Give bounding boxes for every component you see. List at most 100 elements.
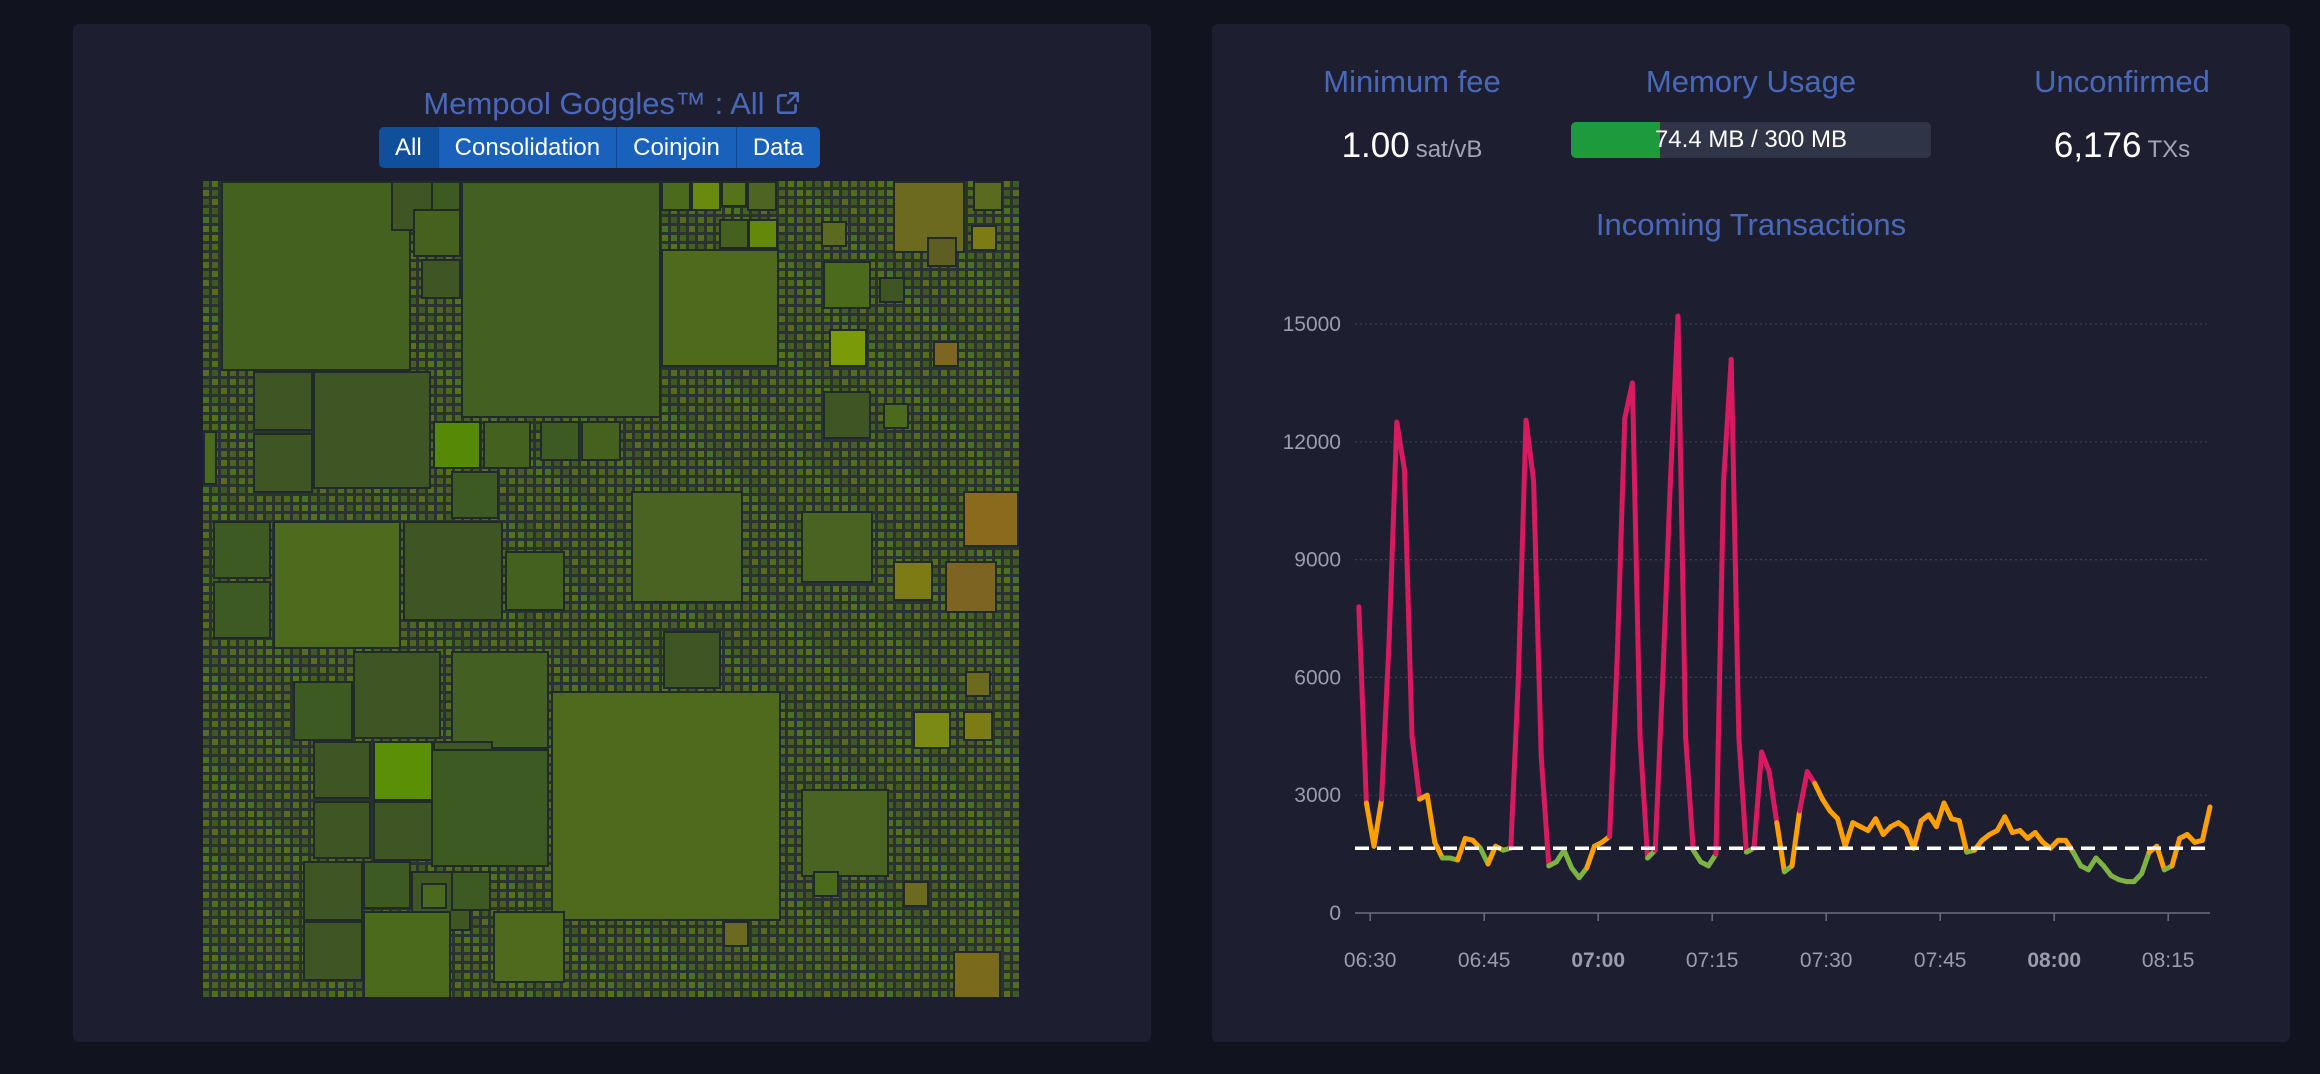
- tx-tile-small: [734, 433, 740, 439]
- tx-tile-small: [923, 460, 929, 466]
- tx-tile-small: [698, 208, 704, 214]
- tx-tile-small: [581, 487, 587, 493]
- filter-coinjoin-button[interactable]: Coinjoin: [617, 127, 737, 168]
- tx-tile-small: [446, 469, 452, 475]
- tx-tile-small: [860, 451, 866, 457]
- tx-tile-small: [977, 379, 983, 385]
- tx-tile-small: [968, 460, 974, 466]
- tx-tile-small: [959, 622, 965, 628]
- tx-tile-small: [572, 523, 578, 529]
- tx-tile-small: [743, 388, 749, 394]
- tx-tile-small: [590, 550, 596, 556]
- tx-tile-small: [743, 469, 749, 475]
- tx-tile-small: [842, 307, 848, 313]
- tx-tile-small: [788, 415, 794, 421]
- tx-tile-small: [707, 217, 713, 223]
- tx-tile-small: [545, 514, 551, 520]
- filter-data-button[interactable]: Data: [736, 127, 820, 168]
- tx-tile-small: [203, 667, 209, 673]
- tx-tile-small: [1013, 361, 1019, 367]
- tx-tile-small: [221, 478, 227, 484]
- tx-tile-small: [671, 208, 677, 214]
- tx-tile-small: [977, 298, 983, 304]
- tx-tile-small: [887, 217, 893, 223]
- tx-tile-small: [329, 514, 335, 520]
- tx-tile-small: [545, 640, 551, 646]
- tx-tile-small: [212, 424, 218, 430]
- tx-tile-small: [446, 478, 452, 484]
- tx-tile-small: [572, 460, 578, 466]
- tx-tile-small: [743, 415, 749, 421]
- tx-tile-small: [878, 271, 884, 277]
- external-link-icon[interactable]: [775, 90, 801, 116]
- tx-tile-small: [590, 532, 596, 538]
- tx-tile-small: [878, 433, 884, 439]
- tx-tile-small: [905, 460, 911, 466]
- mempool-treemap[interactable]: [203, 181, 1019, 997]
- tx-tile-small: [788, 370, 794, 376]
- filter-consolidation-button[interactable]: Consolidation: [438, 127, 618, 168]
- tx-tile-small: [608, 415, 614, 421]
- tx-tile-small: [851, 649, 857, 655]
- tx-tile-small: [752, 595, 758, 601]
- tx-tile-small: [212, 235, 218, 241]
- tx-tile-small: [203, 577, 209, 583]
- tx-tile-small: [716, 451, 722, 457]
- tx-tile-small: [968, 325, 974, 331]
- tx-tile-small: [851, 190, 857, 196]
- tx-tile-small: [734, 649, 740, 655]
- tx-tile-small: [869, 667, 875, 673]
- tx-tile-small: [779, 217, 785, 223]
- tx-tile-small: [743, 559, 749, 565]
- tx-tile-small: [410, 271, 416, 277]
- tx-tile-small: [815, 307, 821, 313]
- tx-tile-small: [923, 325, 929, 331]
- tx-tile-small: [806, 370, 812, 376]
- tx-tile-small: [338, 514, 344, 520]
- tx-tile-small: [878, 496, 884, 502]
- tx-tile-small: [977, 271, 983, 277]
- tx-tile-small: [257, 496, 263, 502]
- tx-tile-small: [554, 640, 560, 646]
- tx-tile-small: [788, 631, 794, 637]
- tx-tile-small: [212, 307, 218, 313]
- tx-tile-small: [1004, 586, 1010, 592]
- tx-tile-small: [851, 505, 857, 511]
- tx-tile-small: [770, 514, 776, 520]
- tx-tile-small: [797, 433, 803, 439]
- tx-tile-small: [455, 361, 461, 367]
- tx-tile-small: [608, 478, 614, 484]
- tx-tile-small: [986, 253, 992, 259]
- tx-tile-small: [230, 496, 236, 502]
- tx-tile-small: [932, 568, 938, 574]
- goggles-title[interactable]: Mempool Goggles™ : All: [73, 86, 1151, 122]
- tx-tile-small: [869, 244, 875, 250]
- tx-tile-small: [608, 496, 614, 502]
- tx-tile-small: [689, 226, 695, 232]
- tx-tile-small: [311, 667, 317, 673]
- tx-tile-small: [572, 658, 578, 664]
- tx-tile-small: [959, 298, 965, 304]
- tx-tile-small: [797, 514, 803, 520]
- tx-tile-small: [770, 568, 776, 574]
- tx-tile-small: [770, 424, 776, 430]
- tx-tile-small: [932, 334, 938, 340]
- tx-tile-small: [824, 316, 830, 322]
- tx-tile-small: [860, 460, 866, 466]
- tx-tile-small: [815, 640, 821, 646]
- tx-tile-small: [248, 514, 254, 520]
- tx-tile-small: [1013, 460, 1019, 466]
- tx-tile-small: [995, 397, 1001, 403]
- filter-all-button[interactable]: All: [379, 127, 439, 168]
- tx-tile-small: [590, 595, 596, 601]
- tx-tile-small: [680, 208, 686, 214]
- tx-tile-small: [968, 190, 974, 196]
- tx-tile-small: [806, 217, 812, 223]
- tx-tile-small: [419, 631, 425, 637]
- tx-tile-small: [923, 397, 929, 403]
- tx-tile-small: [815, 424, 821, 430]
- tx-tile-small: [761, 208, 767, 214]
- tx-tile-small: [716, 460, 722, 466]
- tx-tile-small: [446, 658, 452, 664]
- tx-tile-small: [689, 487, 695, 493]
